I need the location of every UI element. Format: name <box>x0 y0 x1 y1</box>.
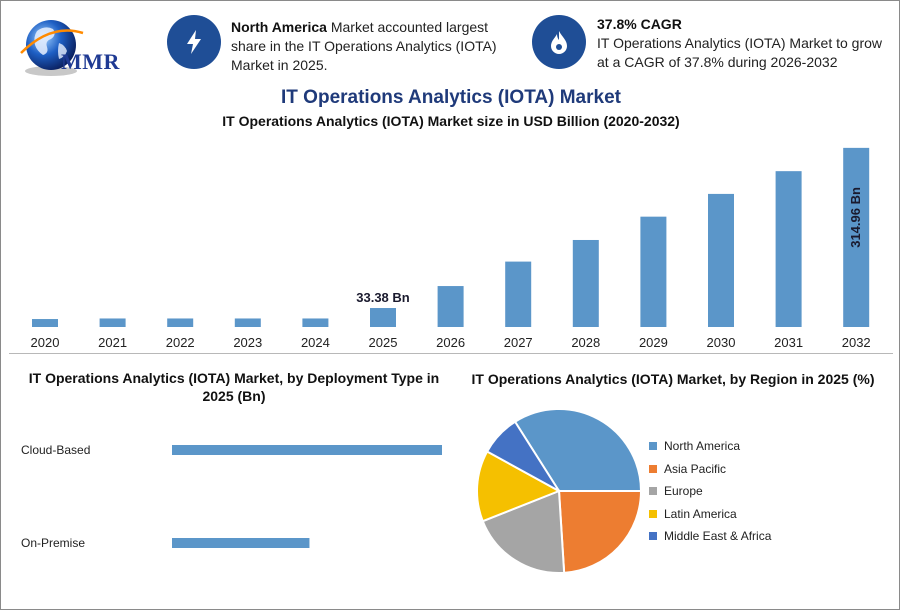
data-label: 33.38 Bn <box>356 290 410 305</box>
pie-slice <box>476 450 562 523</box>
x-tick-label: 2028 <box>571 335 600 350</box>
x-tick-label: 2021 <box>98 335 127 350</box>
x-tick-label: 2025 <box>369 335 398 350</box>
legend-item: Middle East & Africa <box>649 528 771 544</box>
legend-item: Latin America <box>649 506 771 522</box>
legend-swatch <box>649 464 657 473</box>
bar-2030 <box>708 193 734 327</box>
x-tick-label: 2030 <box>707 335 736 350</box>
bar-2025 <box>370 308 396 327</box>
bar-2027 <box>505 261 532 327</box>
region-chart-title: IT Operations Analytics (IOTA) Market, b… <box>471 371 875 387</box>
info-box-2-text: IT Operations Analytics (IOTA) Market to… <box>597 35 883 70</box>
bar-chart-subtitle: IT Operations Analytics (IOTA) Market si… <box>222 113 680 129</box>
logo-text: MMR <box>61 49 120 74</box>
bar-cloud-based <box>172 445 442 455</box>
bar-2024 <box>302 318 329 327</box>
legend-swatch <box>649 442 657 450</box>
section-divider <box>9 353 893 354</box>
bar-2029 <box>640 216 667 327</box>
info-box-1-text: Market accounted largest share in the IT… <box>231 19 497 73</box>
pie-slice <box>481 489 566 574</box>
bar-on-premise <box>172 538 310 548</box>
legend-item: Asia Pacific <box>649 461 771 477</box>
bar-2020 <box>32 319 58 327</box>
bar-2022 <box>167 318 194 327</box>
legend-item: North America <box>649 438 771 454</box>
legend-swatch <box>649 509 657 518</box>
x-tick-label: 2031 <box>774 335 803 350</box>
lightning-bolt-icon <box>167 15 221 69</box>
x-tick-label: 2027 <box>504 335 533 350</box>
bar-2023 <box>234 318 261 327</box>
legend-label: Middle East & Africa <box>664 529 772 544</box>
pie-slice <box>557 490 643 574</box>
flame-drop-icon <box>532 15 586 69</box>
x-tick-label: 2020 <box>31 335 60 350</box>
bar-2032 <box>843 147 870 327</box>
region-pie-chart <box>476 408 643 574</box>
mmr-logo: MMR <box>15 13 140 79</box>
legend-label: Latin America <box>664 506 737 521</box>
category-label: On-Premise <box>21 536 85 550</box>
category-label: Cloud-Based <box>21 443 90 457</box>
main-title: IT Operations Analytics (IOTA) Market <box>281 87 621 108</box>
legend-swatch <box>649 487 657 496</box>
globe-icon <box>20 20 84 76</box>
legend-label: North America <box>664 439 741 453</box>
legend-label: Europe <box>664 484 703 499</box>
info-box-north-america: North America Market accounted largest s… <box>231 18 506 75</box>
x-tick-label: 2024 <box>301 335 330 350</box>
x-tick-label: 2022 <box>166 335 195 350</box>
market-size-bar-chart: 2020 2021 2022 2023 2024 2025 2026 2027 2028 2029… <box>31 147 871 350</box>
pie-slice <box>485 420 560 492</box>
region-legend: North America Asia Pacific Europe Latin Ame… <box>649 438 771 551</box>
info-box-1-bold: North America <box>231 19 327 35</box>
bar-2028 <box>572 239 599 327</box>
x-tick-label: 2023 <box>233 335 262 350</box>
info-box-cagr: 37.8% CAGR IT Operations Analytics (IOTA… <box>597 15 892 72</box>
data-label: 314.96 Bn <box>848 187 863 248</box>
bar-2026 <box>437 286 464 327</box>
x-tick-label: 2032 <box>842 335 871 350</box>
info-box-2-bold: 37.8% CAGR <box>597 16 682 32</box>
bar-2031 <box>775 171 802 327</box>
legend-swatch <box>649 532 657 541</box>
bar-2021 <box>99 318 126 327</box>
legend-label: Asia Pacific <box>664 461 727 476</box>
legend-item: Europe <box>649 483 771 499</box>
deployment-chart-title: IT Operations Analytics (IOTA) Market, b… <box>28 370 440 404</box>
deployment-bar-chart: Cloud-Based On-Premise <box>21 443 442 550</box>
x-tick-label: 2029 <box>639 335 668 350</box>
x-tick-label: 2026 <box>436 335 465 350</box>
